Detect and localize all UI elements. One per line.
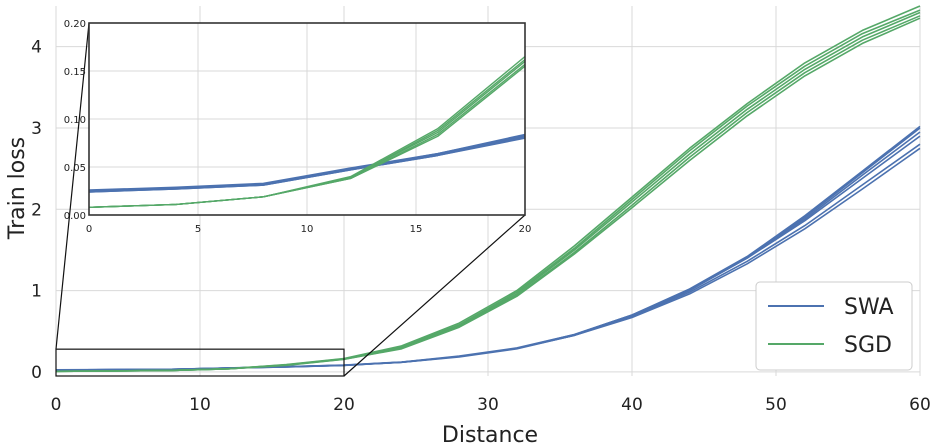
x-tick-label: 60 [909, 395, 931, 415]
inset-x-tick-label: 0 [86, 224, 92, 235]
swa-legend-label: SWA [844, 295, 894, 320]
inset-chart: 0 5 10 15 20 0.00 0.05 0.10 0.15 0.20 [55, 19, 532, 377]
legend-box [755, 281, 913, 371]
inset-y-tick-label: 0.15 [64, 67, 86, 78]
zoom-indicator [55, 348, 345, 377]
inset-x-tick-label: 20 [519, 224, 532, 235]
inset-swa-series-line [88, 133, 526, 191]
inset-frame [88, 22, 526, 216]
x-tick-label: 0 [51, 395, 62, 415]
x-tick-label: 40 [621, 395, 643, 415]
inset-swa-series-line [88, 136, 526, 193]
inset-x-tick-label: 15 [410, 224, 423, 235]
sgd-series-line [55, 17, 921, 373]
y-axis-label: Train loss [5, 137, 30, 240]
main-series [55, 5, 921, 373]
inset-y-tick-label: 0.00 [64, 211, 86, 222]
inset-y-tick-label: 0.10 [64, 115, 86, 126]
inset-x-tick-label: 10 [301, 224, 314, 235]
zoom-region-box [55, 348, 345, 377]
x-tick-label: 30 [477, 395, 499, 415]
y-tick-label: 4 [31, 38, 42, 58]
y-tick-label: 1 [31, 282, 42, 302]
inset-y-tick-label: 0.20 [64, 19, 86, 30]
y-tick-label: 2 [31, 200, 42, 220]
inset-sgd-series-line [88, 65, 526, 208]
zoom-connector-line [343, 214, 526, 377]
x-tick-label: 50 [765, 395, 787, 415]
y-tick-label: 3 [31, 119, 42, 139]
inset-x-tick-label: 5 [195, 224, 201, 235]
legend: SWA SGD [755, 281, 913, 371]
x-tick-label: 20 [333, 395, 355, 415]
x-axis-label: Distance [442, 423, 538, 443]
inset-y-tick-label: 0.05 [64, 163, 86, 174]
zoom-connector-line [55, 22, 90, 350]
y-tick-label: 0 [31, 363, 42, 383]
x-tick-label: 10 [189, 395, 211, 415]
sgd-legend-label: SGD [844, 333, 892, 358]
inset-swa-series-line [88, 135, 526, 192]
